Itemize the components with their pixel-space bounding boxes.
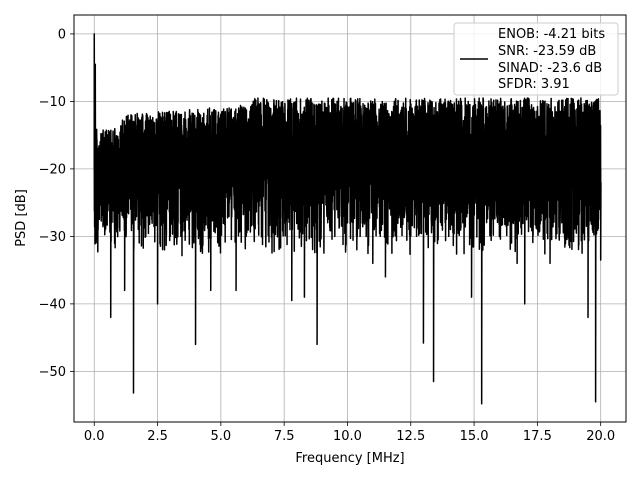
x-tick-label: 15.0 <box>460 429 489 444</box>
x-tick-label: 5.0 <box>211 429 232 444</box>
x-tick-label: 2.5 <box>147 429 168 444</box>
axis-ticks: 0.0 2.5 5.0 7.5 10.0 12.5 15.0 17.5 20.0 0 −10 −20 −… <box>39 27 616 444</box>
x-tick-label: 7.5 <box>274 429 295 444</box>
legend-line-sinad: SINAD: -23.6 dB <box>498 61 602 76</box>
x-tick-label: 17.5 <box>523 429 552 444</box>
legend: ENOB: -4.21 bits SNR: -23.59 dB SINAD: -… <box>453 22 619 96</box>
y-axis-label: PSD [dB] <box>14 189 29 247</box>
y-tick-label: −50 <box>39 365 66 380</box>
y-tick-label: −30 <box>39 230 66 245</box>
x-tick-label: 10.0 <box>333 429 362 444</box>
legend-line-sfdr: SFDR: 3.91 <box>498 77 570 92</box>
legend-line-enob: ENOB: -4.21 bits <box>498 27 605 42</box>
y-tick-label: −10 <box>39 95 66 110</box>
y-tick-label: −40 <box>39 297 66 312</box>
legend-box <box>453 22 619 96</box>
x-tick-label: 0.0 <box>84 429 105 444</box>
psd-series-line <box>93 33 602 405</box>
x-axis-label: Frequency [MHz] <box>295 451 404 466</box>
y-tick-label: 0 <box>58 27 66 42</box>
y-tick-label: −20 <box>39 162 66 177</box>
plot-frame <box>73 14 627 423</box>
x-tick-label: 20.0 <box>586 429 615 444</box>
legend-line-snr: SNR: -23.59 dB <box>498 44 596 59</box>
data-layer <box>93 33 602 405</box>
x-tick-label: 12.5 <box>396 429 425 444</box>
